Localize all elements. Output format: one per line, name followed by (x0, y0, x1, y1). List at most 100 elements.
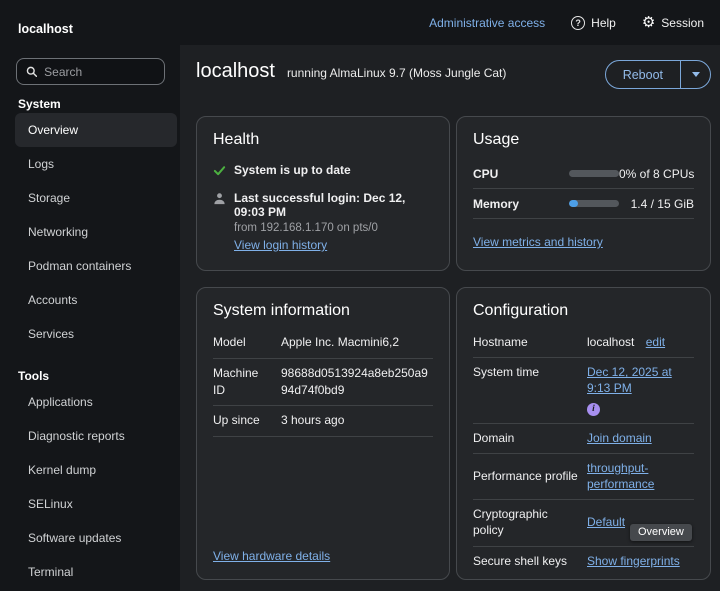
masthead-actions: Administrative access ? Help ⚙ Session (429, 15, 704, 30)
sidebar-item-terminal[interactable]: Terminal (15, 555, 177, 589)
sidebar-item-diagnostic-reports[interactable]: Diagnostic reports (15, 419, 177, 453)
chevron-down-icon (692, 72, 700, 77)
info-icon[interactable]: i (587, 403, 600, 416)
cpu-progress-bar (569, 170, 619, 177)
performance-profile-link[interactable]: throughput-performance (587, 460, 694, 492)
configuration-title: Configuration (473, 302, 694, 320)
sidebar-item-selinux[interactable]: SELinux (15, 487, 177, 521)
usage-card-title: Usage (473, 131, 694, 149)
session-label: Session (661, 16, 704, 30)
cpu-value: 0% of 8 CPUs (619, 167, 694, 181)
model-row: Model Apple Inc. Macmini6,2 (213, 328, 433, 359)
updates-status-text: System is up to date (234, 163, 351, 177)
ssh-keys-row: Secure shell keys Show fingerprints (473, 547, 694, 576)
memory-usage-row: Memory 1.4 / 15 GiB (473, 189, 694, 219)
user-icon (213, 192, 226, 205)
cpu-label: CPU (473, 167, 569, 181)
up-since-value: 3 hours ago (281, 412, 433, 429)
reboot-dropdown-toggle[interactable] (680, 61, 710, 88)
brand-hostname: localhost (18, 22, 73, 36)
sidebar-item-software-updates[interactable]: Software updates (15, 521, 177, 555)
overview-page: localhost running AlmaLinux 9.7 (Moss Ju… (180, 45, 720, 591)
masthead: localhost Administrative access ? Help ⚙… (0, 0, 720, 45)
system-information-card: System information Model Apple Inc. Macm… (196, 287, 450, 580)
reboot-split-button: Reboot (605, 60, 711, 89)
cards-grid: Health System is up to date Last succ (196, 116, 711, 580)
system-information-table: Model Apple Inc. Macmini6,2 Machine ID 9… (213, 328, 433, 437)
domain-row: Domain Join domain (473, 424, 694, 454)
help-label: Help (591, 16, 616, 30)
memory-value: 1.4 / 15 GiB (619, 197, 694, 211)
health-body: System is up to date Last successful log… (213, 163, 433, 254)
search-icon (26, 65, 37, 78)
performance-profile-label: Performance profile (473, 468, 578, 484)
view-login-history-link[interactable]: View login history (234, 238, 327, 252)
administrative-access-button[interactable]: Administrative access (429, 16, 545, 30)
hostname-value-cell: localhost edit (587, 334, 694, 350)
last-login-text: Last successful login: Dec 12, 09:03 PM (234, 191, 433, 219)
memory-progress-bar (569, 200, 619, 207)
last-login-row: Last successful login: Dec 12, 09:03 PM (213, 191, 433, 219)
nav-section-tools: Tools (18, 369, 180, 383)
edit-hostname-link[interactable]: edit (646, 335, 665, 349)
sidebar-item-accounts[interactable]: Accounts (15, 283, 177, 317)
page-title-group: localhost running AlmaLinux 9.7 (Moss Ju… (196, 60, 506, 83)
hostname-row: Hostname localhost edit (473, 328, 694, 358)
sidebar-item-logs[interactable]: Logs (15, 147, 177, 181)
domain-label: Domain (473, 430, 578, 446)
hostname-label: Hostname (473, 334, 578, 350)
sidebar-item-podman-containers[interactable]: Podman containers (15, 249, 177, 283)
join-domain-link[interactable]: Join domain (587, 430, 694, 446)
check-icon (213, 164, 226, 177)
view-hardware-details-link[interactable]: View hardware details (213, 549, 330, 563)
up-since-row: Up since 3 hours ago (213, 406, 433, 437)
usage-card: Usage CPU 0% of 8 CPUs Memory (456, 116, 711, 271)
sidebar-nav: System Overview Logs Storage Networking … (0, 45, 180, 591)
usage-table: CPU 0% of 8 CPUs Memory 1.4 / 15 GiB (473, 159, 694, 219)
sidebar-search[interactable] (16, 58, 165, 85)
health-card: Health System is up to date Last succ (196, 116, 450, 271)
cpu-usage-row: CPU 0% of 8 CPUs (473, 159, 694, 189)
system-information-title: System information (213, 302, 433, 320)
sidebar-item-overview[interactable]: Overview (15, 113, 177, 147)
machine-id-value: 98688d0513924a8eb250a994d74f0bd9 (281, 365, 433, 399)
reboot-button[interactable]: Reboot (606, 61, 680, 88)
system-time-row: System time Dec 12, 2025 at 9:13 PM i (473, 358, 694, 423)
machine-id-row: Machine ID 98688d0513924a8eb250a994d74f0… (213, 359, 433, 407)
help-icon: ? (571, 16, 585, 30)
view-metrics-link[interactable]: View metrics and history (473, 235, 603, 249)
overview-tooltip: Overview (630, 524, 692, 541)
model-value: Apple Inc. Macmini6,2 (281, 334, 433, 351)
system-nav-list: Overview Logs Storage Networking Podman … (0, 113, 180, 351)
nav-section-system: System (18, 97, 180, 111)
machine-id-label: Machine ID (213, 365, 261, 399)
sidebar-item-services[interactable]: Services (15, 317, 177, 351)
system-time-label: System time (473, 364, 578, 380)
sidebar-item-networking[interactable]: Networking (15, 215, 177, 249)
page-title: localhost (196, 60, 275, 83)
tools-nav-list: Applications Diagnostic reports Kernel d… (0, 385, 180, 589)
health-card-title: Health (213, 131, 433, 149)
ssh-keys-label: Secure shell keys (473, 553, 578, 569)
login-source-text: from 192.168.1.170 on pts/0 (234, 222, 433, 234)
system-time-link[interactable]: Dec 12, 2025 at 9:13 PM (587, 365, 672, 395)
memory-progress-fill (569, 200, 578, 207)
model-label: Model (213, 334, 261, 351)
memory-label: Memory (473, 197, 569, 211)
up-since-label: Up since (213, 412, 261, 429)
sidebar-item-applications[interactable]: Applications (15, 385, 177, 419)
show-fingerprints-link[interactable]: Show fingerprints (587, 553, 694, 569)
sidebar-item-kernel-dump[interactable]: Kernel dump (15, 453, 177, 487)
os-subtitle: running AlmaLinux 9.7 (Moss Jungle Cat) (287, 66, 506, 80)
updates-status-row: System is up to date (213, 163, 433, 177)
sidebar-item-storage[interactable]: Storage (15, 181, 177, 215)
gear-icon: ⚙ (642, 15, 655, 30)
performance-profile-row: Performance profile throughput-performan… (473, 454, 694, 500)
search-input[interactable] (44, 65, 155, 79)
system-time-cell: Dec 12, 2025 at 9:13 PM i (587, 364, 694, 415)
session-menu[interactable]: ⚙ Session (642, 15, 704, 30)
help-menu[interactable]: ? Help (571, 16, 616, 30)
crypto-policy-label: Cryptographic policy (473, 506, 578, 538)
page-header: localhost running AlmaLinux 9.7 (Moss Ju… (196, 60, 711, 90)
hostname-value: localhost (587, 335, 634, 349)
